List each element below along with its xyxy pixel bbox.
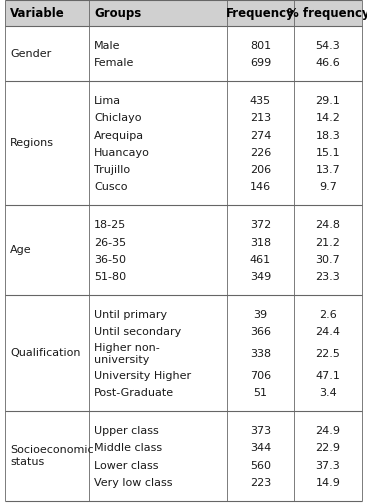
Text: 3.4: 3.4 bbox=[319, 388, 337, 398]
Text: 21.2: 21.2 bbox=[316, 237, 341, 247]
Text: Arequipa: Arequipa bbox=[94, 131, 144, 141]
Text: 366: 366 bbox=[250, 327, 271, 337]
Text: 24.4: 24.4 bbox=[316, 327, 341, 337]
Text: 349: 349 bbox=[250, 272, 271, 282]
Text: Groups: Groups bbox=[94, 7, 141, 20]
Text: 22.5: 22.5 bbox=[316, 349, 341, 359]
Text: Chiclayo: Chiclayo bbox=[94, 113, 142, 123]
Text: Upper class: Upper class bbox=[94, 426, 159, 436]
Text: Frequency: Frequency bbox=[226, 7, 295, 20]
Text: 223: 223 bbox=[250, 478, 271, 488]
Text: Lima: Lima bbox=[94, 96, 121, 106]
Text: 372: 372 bbox=[250, 220, 271, 230]
Text: 26-35: 26-35 bbox=[94, 237, 126, 247]
Text: 18.3: 18.3 bbox=[316, 131, 340, 141]
Text: Age: Age bbox=[10, 245, 32, 255]
Text: 560: 560 bbox=[250, 461, 271, 471]
Text: 18-25: 18-25 bbox=[94, 220, 126, 230]
Text: 23.3: 23.3 bbox=[316, 272, 340, 282]
Text: 213: 213 bbox=[250, 113, 271, 123]
Text: University Higher: University Higher bbox=[94, 371, 191, 381]
Text: Qualification: Qualification bbox=[10, 348, 80, 358]
Text: Post-Graduate: Post-Graduate bbox=[94, 388, 174, 398]
Text: Very low class: Very low class bbox=[94, 478, 172, 488]
Text: Cusco: Cusco bbox=[94, 183, 127, 193]
Text: 15.1: 15.1 bbox=[316, 148, 340, 158]
Text: Socioeconomic
status: Socioeconomic status bbox=[10, 445, 94, 467]
Text: 46.6: 46.6 bbox=[316, 58, 340, 68]
Text: 51: 51 bbox=[254, 388, 268, 398]
Text: 706: 706 bbox=[250, 371, 271, 381]
Text: 22.9: 22.9 bbox=[316, 444, 341, 454]
Text: 51-80: 51-80 bbox=[94, 272, 126, 282]
Bar bbox=[5, 0, 362, 26]
Text: 274: 274 bbox=[250, 131, 271, 141]
Text: Middle class: Middle class bbox=[94, 444, 162, 454]
Text: 14.9: 14.9 bbox=[316, 478, 341, 488]
Text: 146: 146 bbox=[250, 183, 271, 193]
Text: Until secondary: Until secondary bbox=[94, 327, 181, 337]
Text: 30.7: 30.7 bbox=[316, 255, 340, 265]
Text: 318: 318 bbox=[250, 237, 271, 247]
Text: 338: 338 bbox=[250, 349, 271, 359]
Text: 226: 226 bbox=[250, 148, 271, 158]
Text: 47.1: 47.1 bbox=[316, 371, 341, 381]
Text: 801: 801 bbox=[250, 41, 271, 51]
Text: 2.6: 2.6 bbox=[319, 310, 337, 320]
Text: 36-50: 36-50 bbox=[94, 255, 126, 265]
Text: Higher non-
university: Higher non- university bbox=[94, 344, 160, 365]
Text: Variable: Variable bbox=[10, 7, 65, 20]
Text: 24.8: 24.8 bbox=[316, 220, 341, 230]
Text: 9.7: 9.7 bbox=[319, 183, 337, 193]
Text: 461: 461 bbox=[250, 255, 271, 265]
Text: 699: 699 bbox=[250, 58, 271, 68]
Text: Trujillo: Trujillo bbox=[94, 165, 130, 175]
Text: 206: 206 bbox=[250, 165, 271, 175]
Text: 344: 344 bbox=[250, 444, 271, 454]
Text: 29.1: 29.1 bbox=[316, 96, 341, 106]
Text: 24.9: 24.9 bbox=[316, 426, 341, 436]
Text: 39: 39 bbox=[254, 310, 268, 320]
Text: 54.3: 54.3 bbox=[316, 41, 340, 51]
Text: 13.7: 13.7 bbox=[316, 165, 340, 175]
Text: 373: 373 bbox=[250, 426, 271, 436]
Text: Until primary: Until primary bbox=[94, 310, 167, 320]
Text: % frequency: % frequency bbox=[287, 7, 367, 20]
Text: 37.3: 37.3 bbox=[316, 461, 340, 471]
Text: Lower class: Lower class bbox=[94, 461, 159, 471]
Text: Regions: Regions bbox=[10, 138, 54, 148]
Text: Male: Male bbox=[94, 41, 120, 51]
Text: Huancayo: Huancayo bbox=[94, 148, 150, 158]
Text: 435: 435 bbox=[250, 96, 271, 106]
Text: Gender: Gender bbox=[10, 49, 51, 59]
Text: Female: Female bbox=[94, 58, 134, 68]
Text: 14.2: 14.2 bbox=[316, 113, 341, 123]
